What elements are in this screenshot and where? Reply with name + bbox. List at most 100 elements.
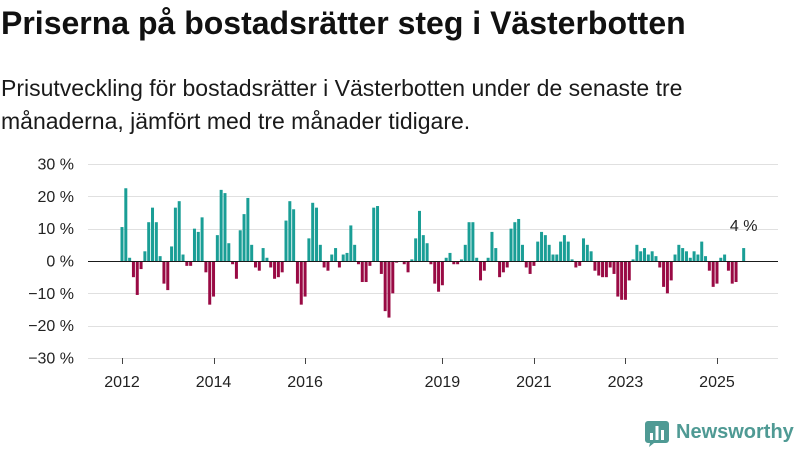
bar-2021-10 <box>566 241 570 261</box>
bar-2018-09 <box>425 243 429 261</box>
bar-2016-08 <box>330 254 334 261</box>
bar-2022-12 <box>620 261 624 300</box>
bar-2019-05 <box>456 261 460 265</box>
bar-2020-09 <box>517 218 521 261</box>
bar-2017-12 <box>391 261 395 294</box>
bar-2021-03 <box>540 231 544 261</box>
bar-2012-05 <box>135 261 139 295</box>
bar-2023-10 <box>658 261 662 268</box>
bar-2018-11 <box>433 261 437 284</box>
bar-2023-01 <box>623 261 627 300</box>
bar-2012-03 <box>128 257 132 261</box>
bar-2014-01 <box>212 261 216 297</box>
x-tick-label: 2012 <box>104 374 140 391</box>
y-tick-label: 0 % <box>46 254 74 271</box>
bar-2025-03 <box>723 254 727 261</box>
bar-2015-04 <box>269 261 273 268</box>
bar-2020-04 <box>498 261 502 278</box>
bar-2018-06 <box>414 238 418 261</box>
bar-2015-11 <box>295 261 299 284</box>
last-value-label: 4 % <box>730 218 758 235</box>
bar-2017-10 <box>383 261 387 312</box>
bar-2014-04 <box>223 193 227 261</box>
bar-2013-04 <box>177 201 181 261</box>
bar-2014-05 <box>227 243 231 261</box>
bar-2012-01 <box>120 227 124 261</box>
bar-2024-04 <box>681 248 685 261</box>
bar-2019-11 <box>479 261 483 281</box>
bar-2013-12 <box>208 261 212 305</box>
bar-2023-09 <box>654 256 658 261</box>
bar-2018-08 <box>421 235 425 261</box>
x-tick-label: 2023 <box>608 374 644 391</box>
bar-2018-07 <box>417 210 421 261</box>
bar-2023-04 <box>635 244 639 261</box>
bar-2024-02 <box>673 254 677 261</box>
bar-2020-07 <box>509 228 513 261</box>
bar-2023-02 <box>627 261 631 281</box>
bar-2015-05 <box>273 261 277 279</box>
bar-2013-01 <box>166 261 170 291</box>
bar-2016-02 <box>307 238 311 261</box>
bar-2012-11 <box>158 256 162 261</box>
bar-2024-09 <box>700 241 704 261</box>
bar-2022-02 <box>581 238 585 261</box>
bars <box>120 188 746 318</box>
bar-2018-04 <box>406 261 410 273</box>
bar-2024-05 <box>684 251 688 261</box>
bar-2023-12 <box>665 261 669 294</box>
bar-2017-09 <box>379 261 383 274</box>
bar-2024-11 <box>707 261 711 271</box>
newsworthy-logo-icon <box>645 421 669 447</box>
bar-2020-12 <box>528 261 532 274</box>
y-tick-label: −10 % <box>28 286 74 303</box>
chart-title: Priserna på bostadsrätter steg i Västerb… <box>1 5 686 41</box>
bar-2019-07 <box>463 244 467 261</box>
bar-2016-11 <box>341 254 345 261</box>
bar-2012-08 <box>147 222 151 261</box>
bar-2016-07 <box>326 261 330 271</box>
x-tick-label: 2014 <box>196 374 232 391</box>
logo-bar-icon <box>661 430 664 440</box>
bar-2014-06 <box>231 261 235 265</box>
bar-2018-05 <box>410 259 414 261</box>
bar-2021-12 <box>574 261 578 268</box>
bar-2014-10 <box>246 197 250 261</box>
bar-2020-06 <box>505 261 509 268</box>
bar-2023-05 <box>639 251 643 261</box>
bar-2018-03 <box>402 261 406 265</box>
bar-2024-10 <box>704 256 708 261</box>
bar-2017-05 <box>364 261 368 283</box>
bar-2016-01 <box>303 261 307 297</box>
bar-2021-11 <box>570 259 574 261</box>
bar-2015-02 <box>261 248 265 261</box>
bar-2012-06 <box>139 261 143 270</box>
bar-2018-10 <box>429 261 433 265</box>
bar-2023-08 <box>650 251 654 261</box>
logo-bar-icon <box>655 426 659 440</box>
bar-2019-10 <box>475 257 479 261</box>
bar-2025-08 <box>742 248 746 261</box>
bar-2013-05 <box>181 254 185 261</box>
bar-2019-03 <box>448 252 452 261</box>
bar-2022-04 <box>589 251 593 261</box>
bar-2024-12 <box>711 261 715 287</box>
bar-2016-10 <box>337 261 341 268</box>
bar-2015-08 <box>284 220 288 261</box>
bar-2014-09 <box>242 214 246 261</box>
bar-2013-11 <box>204 261 208 273</box>
bar-2013-03 <box>173 207 177 261</box>
bar-2017-08 <box>376 206 380 261</box>
y-tick-label: −30 % <box>28 351 74 368</box>
bar-2020-08 <box>513 222 517 261</box>
annotations: 4 % <box>730 218 758 235</box>
bar-2017-01 <box>349 225 353 261</box>
bar-2016-12 <box>345 252 349 261</box>
bar-2022-06 <box>597 261 601 276</box>
bar-2021-06 <box>551 254 555 261</box>
bar-2013-06 <box>185 261 189 266</box>
bar-2019-04 <box>452 261 456 265</box>
bar-2015-09 <box>288 201 292 261</box>
